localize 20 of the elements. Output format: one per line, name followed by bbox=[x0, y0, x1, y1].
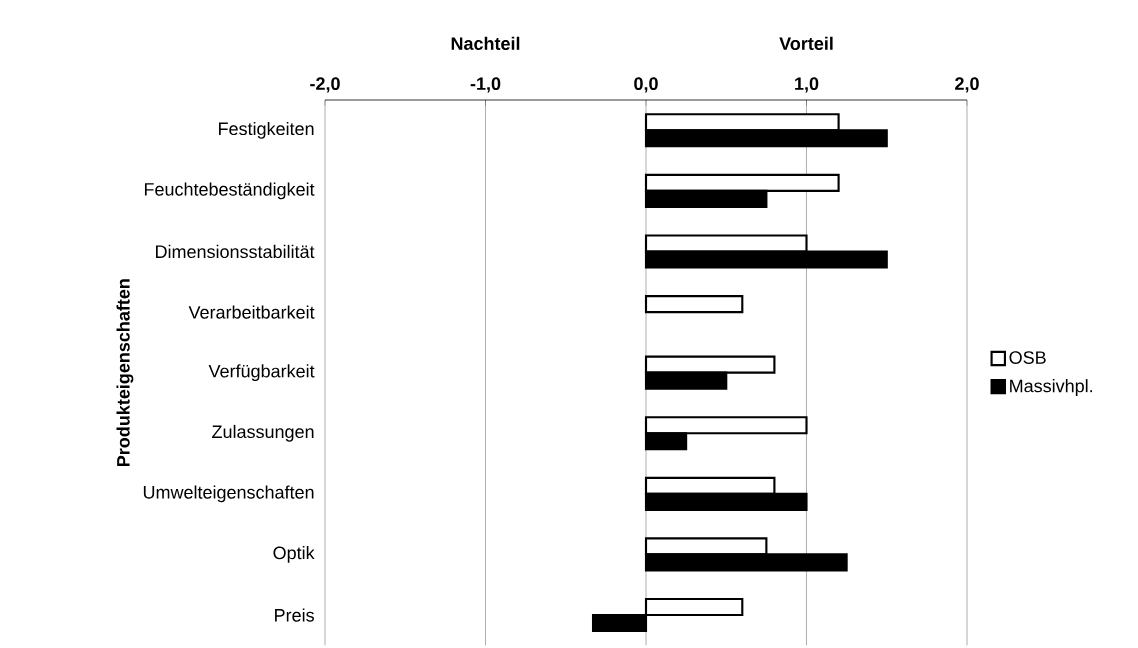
y-tick-label: Feuchtebeständigkeit bbox=[144, 182, 315, 200]
y-tick-label: Verfügbarkeit bbox=[208, 364, 315, 382]
y-tick-label: Verarbeitbarkeit bbox=[188, 305, 315, 319]
x-tick-label: 0,0 bbox=[634, 77, 658, 93]
y-tick-label: Dimensionsstabilität bbox=[156, 244, 315, 259]
y-tick-label: Festigkeiten bbox=[219, 121, 314, 139]
y-axis-title: Produkteigenschaften bbox=[116, 279, 134, 466]
legend-label: Massivhpl. bbox=[1010, 379, 1093, 396]
x-tick-label: -1,0 bbox=[470, 77, 501, 93]
y-tick-label: Optik bbox=[273, 546, 315, 563]
text: Vorteil bbox=[779, 36, 833, 50]
x-tick-label: 2,0 bbox=[955, 77, 979, 93]
bar bbox=[644, 295, 744, 314]
x-tick-label: -2,0 bbox=[310, 77, 340, 93]
y-tick-label: Zulassungen bbox=[212, 424, 314, 442]
y-tick-label: Preis bbox=[275, 608, 314, 622]
y-tick-label: Umwelteigenschaften bbox=[143, 485, 314, 503]
legend-label: OSB bbox=[1009, 351, 1046, 364]
text: Nachteil bbox=[451, 36, 520, 50]
x-tick-label: 1,0 bbox=[795, 77, 819, 93]
